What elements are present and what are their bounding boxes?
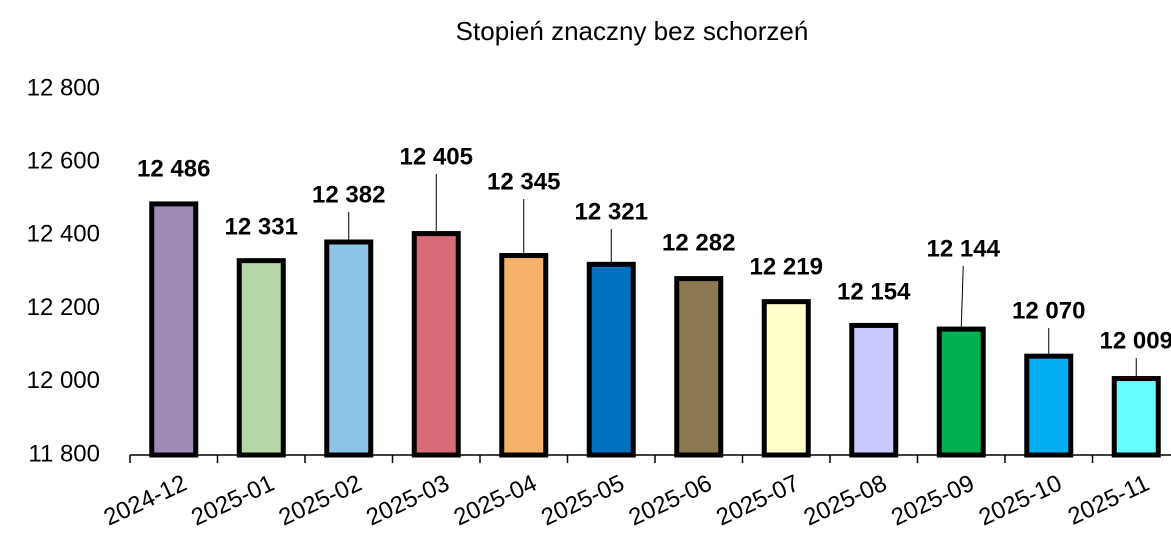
bar	[1111, 376, 1161, 458]
x-tick-label: 2025-01	[187, 470, 278, 532]
x-tick-label: 2025-07	[712, 470, 803, 532]
value-label: 12 345	[487, 168, 560, 195]
y-tick-label: 12 400	[27, 221, 100, 248]
bar	[324, 239, 374, 458]
x-tick-label: 2025-08	[800, 470, 891, 532]
x-tick-label: 2025-04	[450, 470, 541, 532]
x-tick-label: 2025-03	[362, 470, 453, 532]
value-label: 12 144	[927, 235, 1001, 262]
value-label: 12 154	[837, 278, 911, 305]
value-label: 12 486	[137, 155, 210, 182]
y-tick-label: 11 800	[28, 440, 100, 467]
bar	[149, 201, 199, 458]
chart-title: Stopień znaczny bez schorzeń	[456, 16, 809, 46]
bar	[499, 253, 549, 458]
leader-line	[960, 265, 964, 328]
value-label: 12 070	[1012, 297, 1085, 324]
bar	[674, 276, 724, 458]
x-tick-label: 2025-11	[1064, 470, 1154, 531]
y-tick-label: 12 000	[27, 367, 100, 394]
value-label: 12 009	[1100, 327, 1171, 354]
bar	[936, 326, 986, 458]
bar	[1024, 353, 1074, 458]
bar	[411, 231, 461, 458]
value-label: 12 321	[575, 198, 648, 225]
bar	[586, 261, 636, 458]
bar	[236, 258, 286, 458]
value-label: 12 331	[225, 213, 298, 240]
x-tick-label: 2024-12	[100, 470, 191, 532]
x-tick-label: 2025-02	[275, 470, 366, 532]
x-tick-label: 2025-05	[537, 470, 628, 532]
y-tick-label: 12 600	[27, 148, 100, 175]
x-tick-label: 2025-09	[887, 470, 978, 532]
bar	[761, 299, 811, 458]
x-tick-label: 2025-10	[975, 470, 1066, 532]
value-label: 12 219	[750, 253, 823, 280]
y-tick-label: 12 200	[27, 294, 100, 321]
bar	[849, 322, 899, 458]
value-label: 12 282	[662, 229, 735, 256]
x-tick-label: 2025-06	[625, 470, 716, 532]
value-label: 12 382	[312, 181, 385, 208]
value-label: 12 405	[400, 143, 473, 170]
y-tick-label: 12 800	[27, 74, 100, 101]
